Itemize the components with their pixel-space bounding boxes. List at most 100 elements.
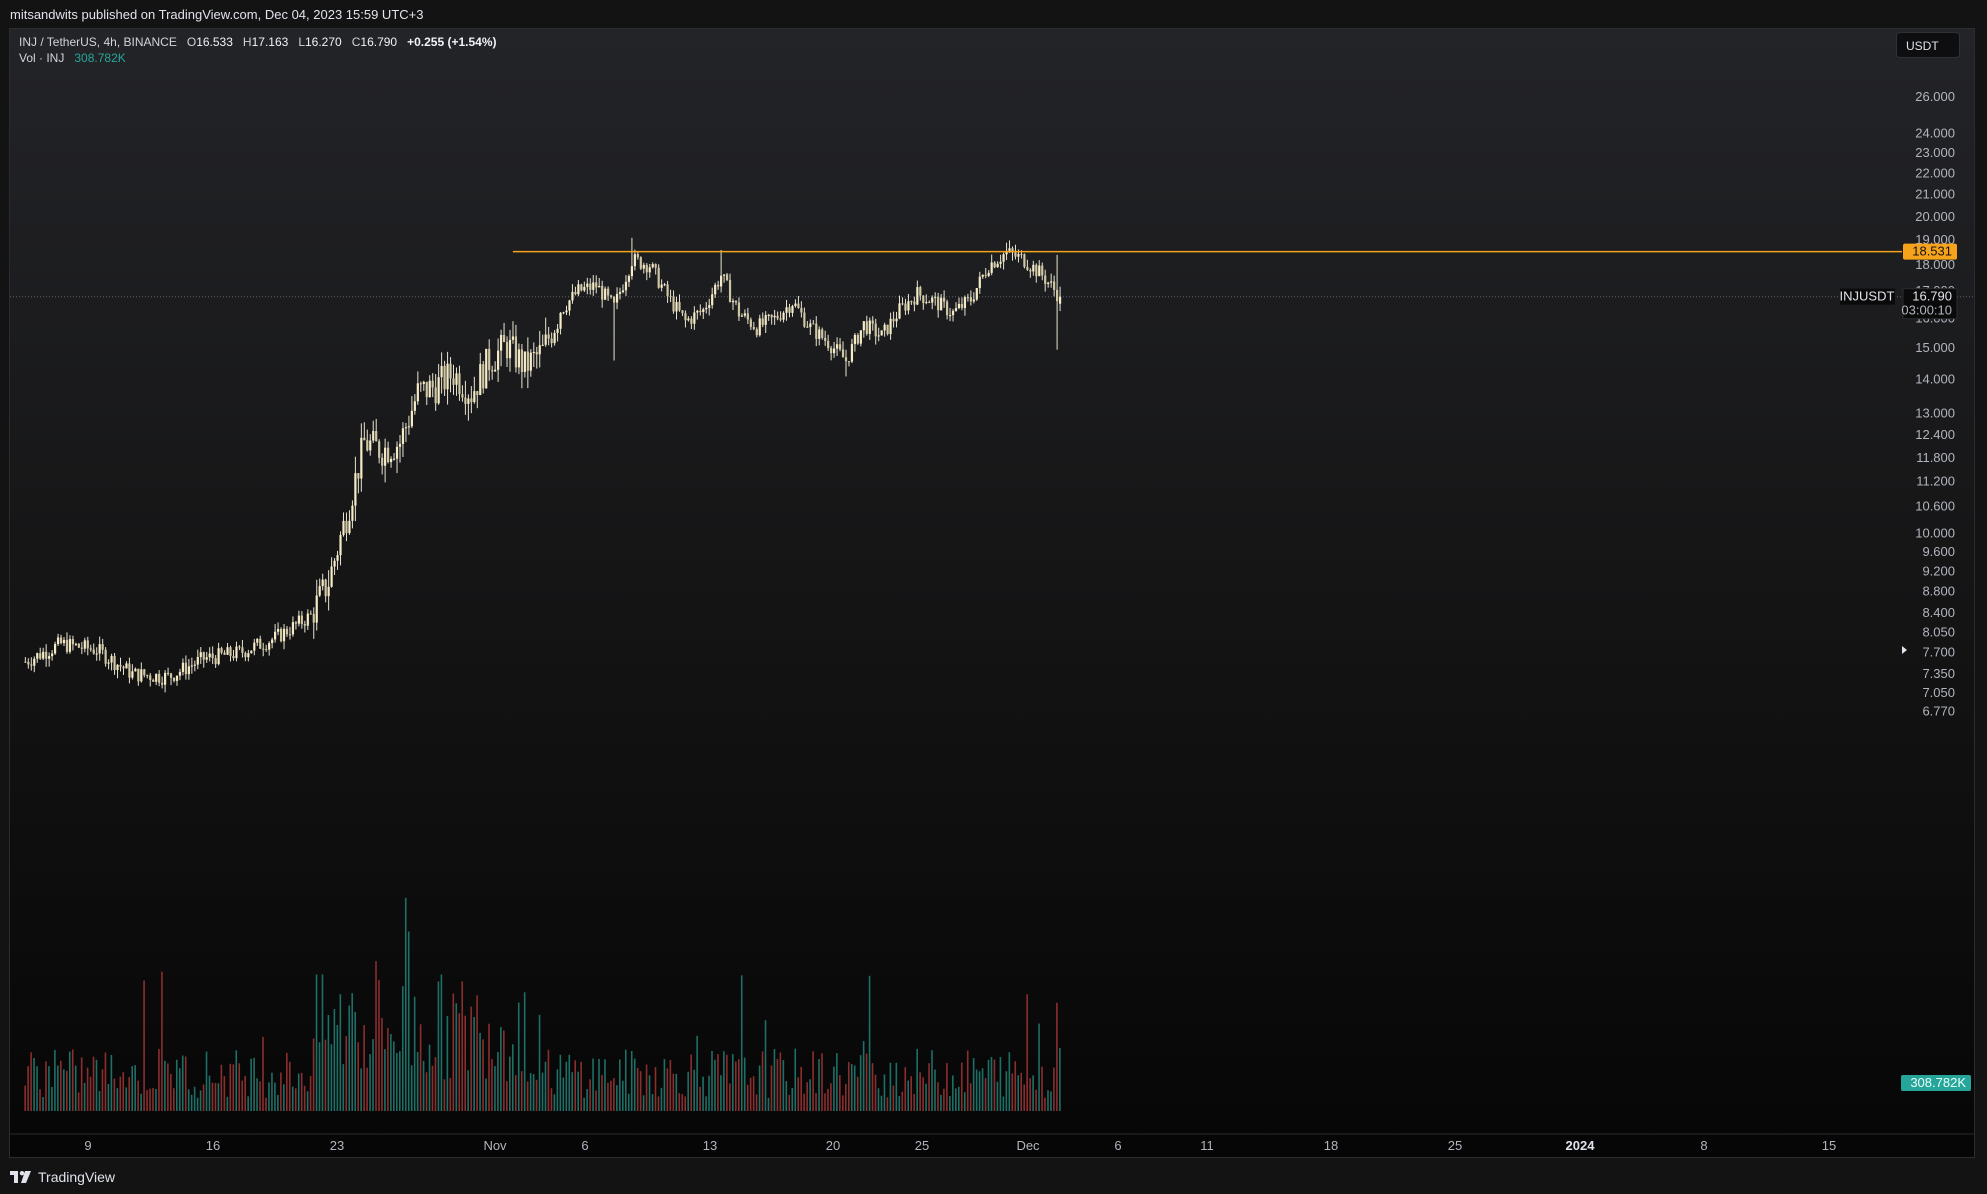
candle-body [274, 631, 277, 640]
volume-bar [89, 1076, 92, 1111]
volume-bar [868, 975, 871, 1111]
volume-bar [259, 1081, 261, 1111]
candle-body [98, 644, 101, 654]
volume-bar [351, 993, 354, 1111]
volume-bar [342, 1064, 345, 1111]
candle-body [244, 652, 247, 658]
volume-bar [48, 1066, 50, 1111]
candle-body [416, 383, 419, 402]
volume-bar [577, 1071, 579, 1111]
candle-body [152, 679, 155, 682]
chart-panel[interactable]: 26.000 24.000 23.000 22.000 21.000 20.000 19.0… [9, 28, 1975, 1158]
candle-body [821, 329, 824, 338]
candle-body [785, 307, 788, 313]
volume-bar [244, 1075, 246, 1111]
candle-body [395, 446, 399, 459]
candle-body [333, 560, 336, 567]
candle-body [42, 651, 45, 659]
volume-bar [809, 1079, 811, 1111]
candle-body [327, 586, 330, 597]
candle-body [806, 326, 809, 328]
candle-body [321, 579, 324, 587]
volume-bar [583, 1097, 585, 1111]
candle-body [874, 323, 877, 337]
volume-bar [205, 1051, 208, 1111]
price-chart[interactable]: 26.000 24.000 23.000 22.000 21.000 20.000 19.0… [10, 29, 1974, 1157]
volume-bar [119, 1076, 122, 1111]
candle-body [437, 377, 440, 404]
candle-body [1020, 254, 1023, 256]
volume-bar [503, 1030, 505, 1111]
volume-bar [987, 1059, 990, 1111]
candle-body [633, 254, 636, 267]
candle-body [226, 647, 229, 655]
volume-bar [990, 1056, 993, 1111]
volume-bar [770, 1065, 773, 1111]
volume-bar [827, 1088, 829, 1111]
candle-body [577, 284, 580, 295]
volume-bar [732, 1054, 734, 1111]
candle-body [137, 668, 140, 682]
ohlc-row: INJ / TetherUS, 4h, BINANCE O16.533 H17.… [19, 34, 497, 50]
candle-body [482, 364, 485, 389]
volume-bar [1005, 1071, 1008, 1111]
volume-bar [984, 1078, 987, 1111]
volume-bar [134, 1065, 136, 1111]
candle-body [764, 315, 767, 325]
candle-body [699, 310, 702, 313]
candle-body [312, 613, 315, 623]
candle-body [101, 644, 104, 650]
volume-bar [645, 1064, 648, 1111]
candle-body [642, 264, 645, 269]
candle-body [898, 303, 901, 319]
volume-bar [514, 1075, 517, 1111]
volume-bar [404, 897, 407, 1111]
time-tick-label: 2024 [1566, 1138, 1596, 1153]
volume-bar [788, 1094, 791, 1111]
candle-body [89, 648, 92, 650]
candle-body [1041, 265, 1044, 276]
price-tick-label: 8.400 [1922, 605, 1955, 620]
volume-bar [71, 1049, 74, 1111]
candle-body [862, 321, 865, 331]
candle-body [488, 348, 491, 371]
volume-bar [277, 1094, 279, 1111]
volume-bar [199, 1090, 202, 1111]
candle-body [306, 613, 309, 626]
volume-bar [283, 1084, 285, 1111]
candle-body [53, 644, 57, 654]
volume-bar [720, 1075, 722, 1111]
volume-bar [1002, 1096, 1005, 1111]
candle-body [48, 656, 51, 659]
candle-body [184, 662, 188, 675]
candle-body [51, 653, 54, 657]
candle-body [844, 357, 848, 362]
volume-bar [33, 1058, 35, 1111]
volume-bar [824, 1093, 826, 1111]
symbol-title[interactable]: INJ / TetherUS, 4h, BINANCE [19, 35, 177, 49]
candle-body [74, 643, 77, 645]
candle-body [535, 352, 538, 355]
candle-body [972, 299, 975, 302]
candle-body [446, 363, 449, 390]
candle-body [948, 315, 952, 317]
candle-body [645, 264, 648, 273]
candle-body [375, 430, 378, 442]
volume-bar [54, 1049, 56, 1111]
candle-body [205, 657, 208, 660]
candle-body [925, 302, 928, 304]
candle-body [568, 300, 571, 311]
candle-body [190, 665, 193, 667]
currency-button[interactable]: USDT [1896, 32, 1960, 58]
volume-bar [520, 1071, 523, 1111]
candle-body [818, 329, 821, 339]
tradingview-logo-icon[interactable] [10, 1170, 32, 1184]
volume-label[interactable]: Vol · INJ [19, 51, 65, 65]
candle-body [910, 301, 913, 303]
candle-body [562, 312, 565, 314]
candle-body [767, 314, 770, 316]
volume-bar [993, 1059, 996, 1111]
volume-bar [708, 1075, 710, 1111]
footer-brand[interactable]: TradingView [38, 1169, 116, 1185]
candle-body [247, 653, 250, 658]
